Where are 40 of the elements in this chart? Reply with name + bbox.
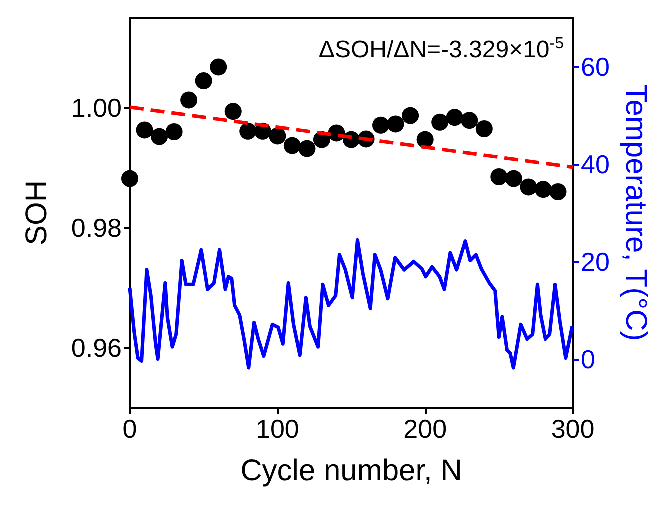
y2-axis-title: Temperature, T(°C): [620, 84, 652, 342]
y-tick-label: 0.98: [71, 213, 122, 243]
point: [195, 72, 212, 90]
point: [240, 122, 257, 140]
y2-tick-label: 40: [581, 149, 610, 180]
point: [461, 112, 478, 130]
point: [180, 92, 198, 109]
x-tick-label: 300: [551, 414, 595, 444]
point: [446, 109, 464, 126]
point: [402, 107, 420, 124]
point: [416, 131, 434, 148]
y-axis-title: SOH: [20, 180, 54, 246]
point: [387, 116, 404, 133]
point: [284, 137, 301, 154]
point: [476, 120, 493, 138]
x-tick-label: 200: [404, 414, 448, 444]
point: [136, 122, 154, 139]
line-series: [128, 238, 574, 370]
y-tick-label: 0.96: [71, 333, 122, 363]
y-tick-label: 1.00: [71, 93, 122, 123]
point: [269, 128, 286, 145]
point: [166, 124, 183, 140]
point: [490, 168, 508, 186]
y2-tick-label: 0: [581, 344, 596, 374]
y2-tick-label: 60: [581, 52, 610, 82]
point: [550, 184, 567, 200]
x-tick-label: 0: [122, 414, 138, 444]
point: [298, 140, 316, 158]
point: [505, 170, 522, 188]
point: [210, 58, 228, 76]
y2-tick-label: 20: [581, 246, 610, 277]
point: [534, 181, 552, 198]
point: [122, 170, 138, 188]
point: [432, 114, 449, 131]
point: [151, 128, 168, 146]
point: [224, 103, 242, 120]
point: [372, 116, 390, 134]
point: [520, 178, 538, 196]
x-tick-label: 100: [256, 414, 300, 444]
x-axis-title: Cycle number, N: [240, 454, 462, 488]
